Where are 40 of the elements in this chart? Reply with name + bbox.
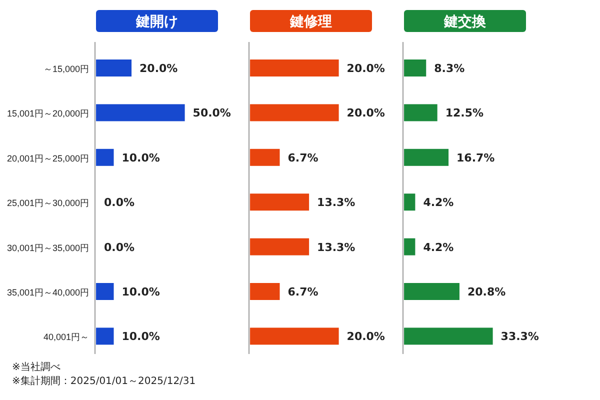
chart-title: 鍵修理 (289, 14, 332, 30)
data-label: 12.5% (445, 106, 484, 120)
bar (404, 238, 416, 256)
y-tick-label: 40,001円～ (43, 332, 89, 342)
data-label: 6.7% (288, 286, 318, 298)
data-label: 10.0% (122, 286, 160, 298)
data-label: 20.0% (140, 62, 178, 75)
data-label: 13.3% (317, 240, 356, 254)
data-label: 20.0% (346, 62, 385, 75)
chart-title: 鍵交換 (443, 13, 487, 30)
y-tick-label: 15,001円～20,000円 (6, 108, 89, 119)
y-tick-label: 35,001円～40,000円 (6, 288, 89, 298)
data-label: 20.8% (467, 286, 506, 298)
y-tick-label: 20,001円～25,000円 (6, 153, 89, 164)
data-label: 10.0% (122, 151, 160, 164)
data-label: 20.0% (346, 330, 385, 344)
data-label: 6.7% (288, 151, 318, 164)
data-label: 50.0% (192, 106, 231, 120)
y-tick-label: 30,001円～35,000円 (6, 242, 89, 253)
bar (404, 148, 449, 166)
data-label: 0.0% (104, 196, 135, 210)
data-label: 13.3% (317, 196, 356, 210)
bar (404, 328, 493, 345)
data-label: 33.3% (500, 330, 539, 344)
y-tick-label: 25,001円～30,000円 (6, 198, 89, 208)
y-tick-label: ～15,000円 (43, 64, 89, 74)
data-label: 10.0% (122, 330, 160, 344)
data-label: 8.3% (434, 62, 465, 75)
chart-title: 鍵開け (135, 14, 178, 30)
text: ※集計期間：2025/01/01～2025/12/31 (12, 375, 196, 387)
data-label: 20.0% (346, 106, 385, 120)
data-label: 16.7% (456, 151, 495, 164)
data-label: 0.0% (104, 240, 135, 254)
bar (404, 194, 416, 211)
data-label: 4.2% (423, 196, 454, 210)
bar (404, 104, 438, 122)
text: ※当社調べ (12, 361, 60, 373)
bar (404, 60, 426, 76)
data-label: 4.2% (423, 240, 454, 254)
bar (404, 283, 460, 300)
